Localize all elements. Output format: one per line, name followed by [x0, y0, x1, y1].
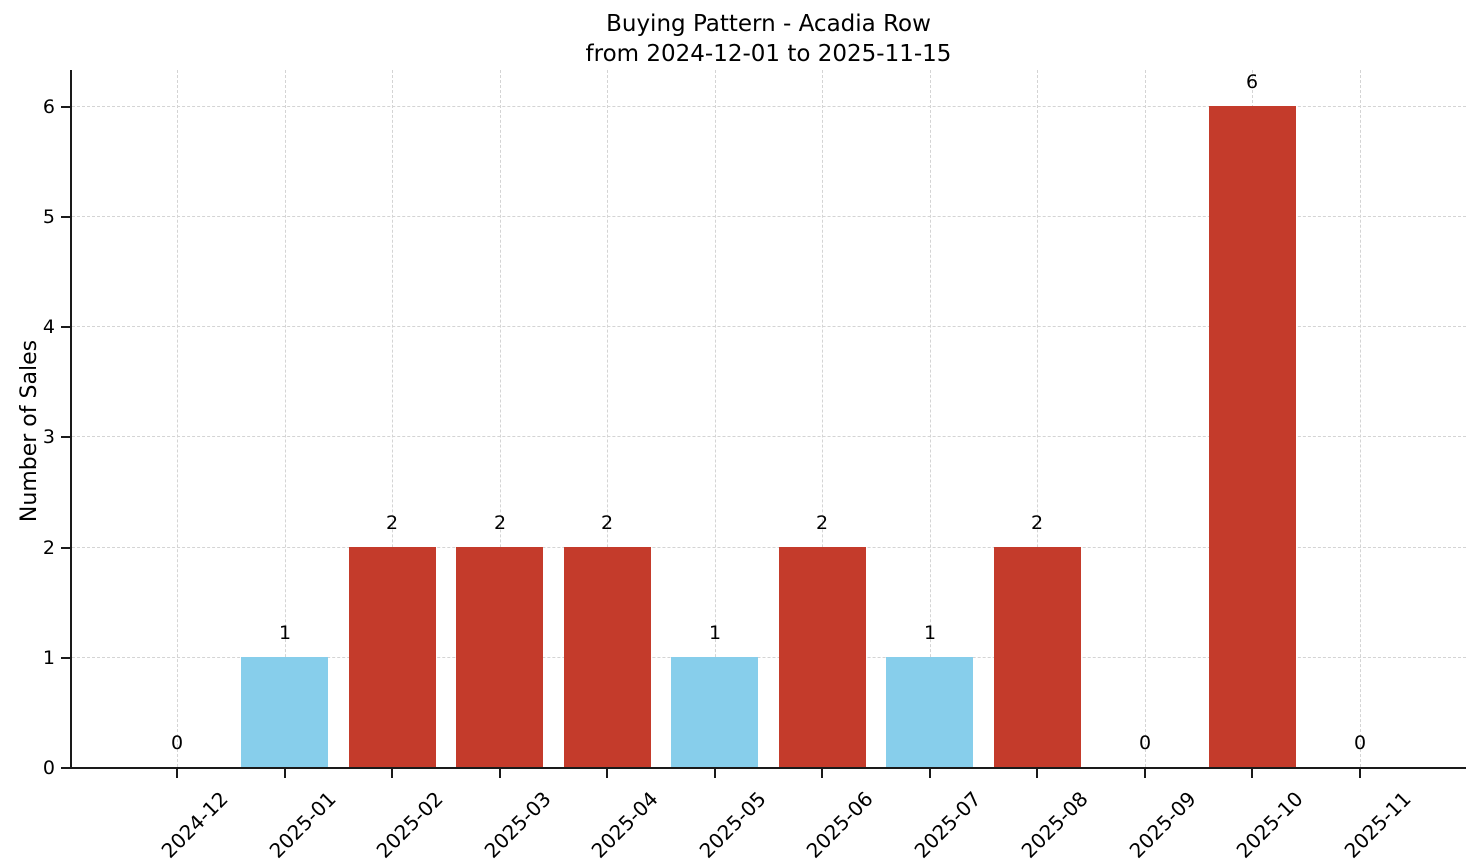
y-tick [61, 657, 70, 659]
bar-value-label: 0 [1353, 732, 1367, 754]
bar-value-label: 1 [278, 622, 292, 644]
x-tick [176, 769, 178, 778]
gridline-vertical [177, 70, 178, 767]
y-tick-label: 4 [42, 316, 55, 338]
y-tick [61, 216, 70, 218]
y-tick-label: 6 [42, 96, 55, 118]
y-tick [61, 547, 70, 549]
bar-value-label: 2 [385, 512, 399, 534]
y-tick [61, 326, 70, 328]
chart-title-line2: from 2024-12-01 to 2025-11-15 [585, 40, 952, 67]
x-tick-label: 2024-12 [156, 786, 233, 863]
x-axis-spine [70, 767, 1466, 769]
bar [671, 657, 758, 767]
gridline-horizontal [72, 216, 1466, 217]
gridline-horizontal [72, 326, 1466, 327]
bar [564, 547, 651, 767]
bar [994, 547, 1081, 767]
x-tick [391, 769, 393, 778]
bar-value-label: 0 [170, 732, 184, 754]
y-tick [61, 436, 70, 438]
gridline-horizontal [72, 657, 1466, 658]
y-tick-label: 0 [42, 757, 55, 779]
y-tick [61, 106, 70, 108]
y-tick-label: 2 [42, 537, 55, 559]
bar-value-label: 1 [923, 622, 937, 644]
x-tick [499, 769, 501, 778]
bar-value-label: 2 [815, 512, 829, 534]
gridline-vertical [1360, 70, 1361, 767]
bar [241, 657, 328, 767]
x-tick [1036, 769, 1038, 778]
gridline-vertical [1145, 70, 1146, 767]
x-tick [1359, 769, 1361, 778]
bar-value-label: 2 [493, 512, 507, 534]
x-tick [821, 769, 823, 778]
bar-value-label: 2 [600, 512, 614, 534]
bar-value-label: 0 [1138, 732, 1152, 754]
y-tick-label: 1 [42, 647, 55, 669]
gridline-vertical [500, 70, 501, 767]
y-axis-spine [70, 70, 72, 769]
x-tick [606, 769, 608, 778]
gridline-vertical [1037, 70, 1038, 767]
y-tick [61, 767, 70, 769]
gridline-horizontal [72, 436, 1466, 437]
gridline-vertical [930, 70, 931, 767]
gridline-vertical [392, 70, 393, 767]
gridline-vertical [822, 70, 823, 767]
chart-title-line1: Buying Pattern - Acadia Row [606, 11, 931, 37]
bar-value-label: 6 [1245, 71, 1259, 93]
gridline-vertical [285, 70, 286, 767]
x-tick [1251, 769, 1253, 778]
bar-value-label: 2 [1030, 512, 1044, 534]
bar-value-label: 1 [708, 622, 722, 644]
x-tick [1144, 769, 1146, 778]
gridline-horizontal [72, 106, 1466, 107]
gridline-vertical [607, 70, 608, 767]
chart-title: Buying Pattern - Acadia Row from 2024-12… [71, 10, 1466, 69]
y-tick-label: 5 [42, 206, 55, 228]
bar [456, 547, 543, 767]
x-tick [929, 769, 931, 778]
bar [886, 657, 973, 767]
y-tick-label: 3 [42, 426, 55, 448]
gridline-horizontal [72, 547, 1466, 548]
gridline-vertical [715, 70, 716, 767]
bar [779, 547, 866, 767]
bar [349, 547, 436, 767]
x-tick [284, 769, 286, 778]
x-tick [714, 769, 716, 778]
bar [1209, 106, 1296, 767]
